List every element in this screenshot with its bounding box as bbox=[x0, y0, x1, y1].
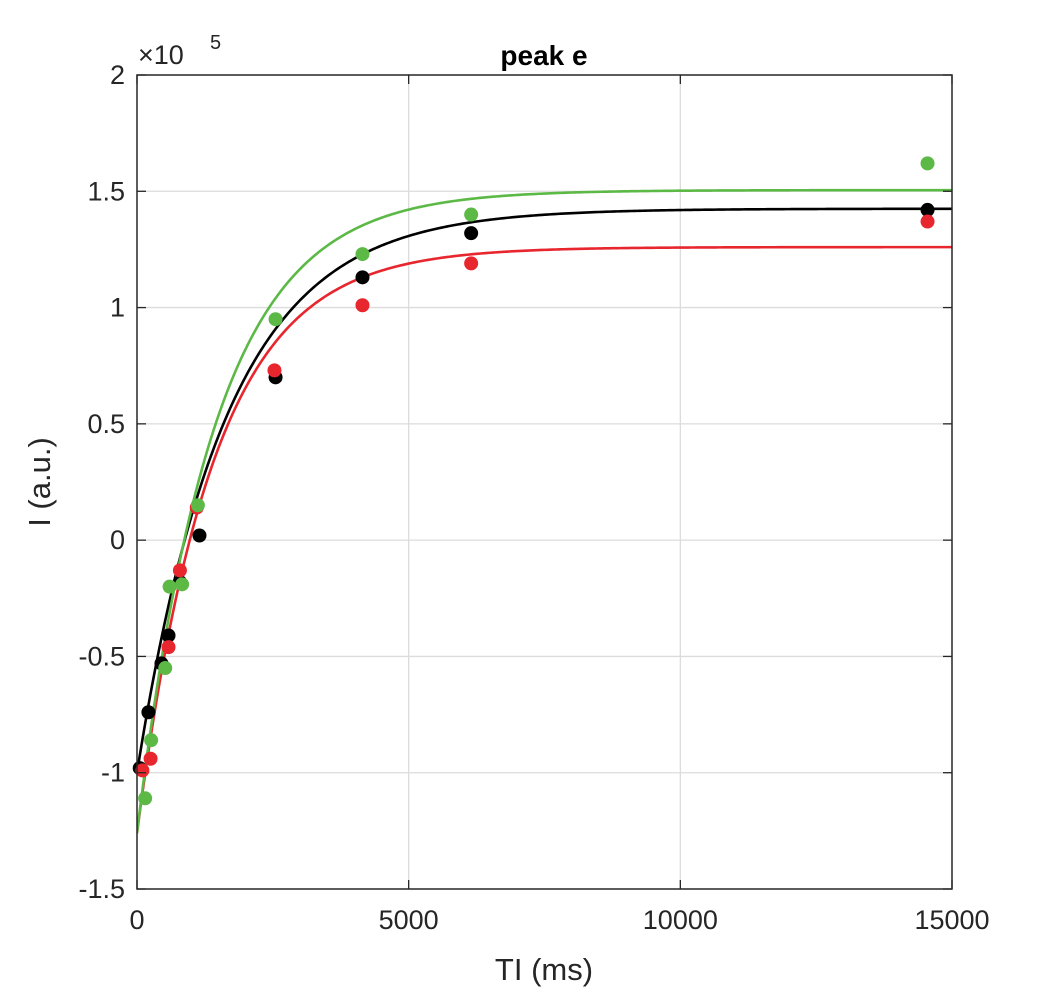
axis-ticks bbox=[136, 74, 953, 890]
data-point-red bbox=[143, 751, 158, 766]
x-tick-label: 15000 bbox=[914, 905, 989, 935]
x-tick-label: 5000 bbox=[379, 905, 439, 935]
data-point-green bbox=[355, 247, 370, 262]
data-point-red bbox=[135, 763, 150, 778]
fit-curve-red bbox=[137, 245, 952, 834]
y-exponent-power: 5 bbox=[210, 32, 221, 54]
data-point-red bbox=[920, 214, 935, 229]
data-point-red bbox=[172, 563, 187, 578]
fit-curve-green bbox=[137, 188, 952, 834]
data-point-green bbox=[162, 579, 177, 594]
data-point-red bbox=[355, 298, 370, 313]
y-exponent-base: ×10 bbox=[138, 40, 184, 70]
data-point-black bbox=[355, 270, 370, 285]
y-tick-label: 0.5 bbox=[87, 409, 125, 439]
y-tick-labels: -1.5 -1 -0.5 0 0.5 1 1.5 2 bbox=[78, 60, 125, 904]
y-tick-label: 0 bbox=[110, 525, 125, 555]
data-point-black bbox=[920, 202, 935, 217]
y-tick-label: -0.5 bbox=[78, 641, 125, 671]
data-point-red bbox=[464, 256, 479, 271]
x-tick-label: 10000 bbox=[643, 905, 718, 935]
data-point-green bbox=[464, 207, 479, 222]
plot-area bbox=[137, 75, 952, 889]
y-tick-label: -1 bbox=[101, 758, 125, 788]
fit-curves bbox=[137, 188, 952, 834]
x-tick-label: 0 bbox=[129, 905, 144, 935]
data-point-black bbox=[141, 705, 156, 720]
data-point-green bbox=[268, 312, 283, 327]
data-point-green bbox=[190, 498, 205, 513]
y-tick-label: 2 bbox=[110, 60, 125, 90]
data-point-black bbox=[161, 628, 176, 643]
data-point-green bbox=[175, 577, 190, 592]
x-axis-title: TI (ms) bbox=[495, 952, 593, 987]
data-point-black bbox=[192, 528, 207, 543]
data-point-red bbox=[267, 363, 282, 378]
data-point-green bbox=[138, 791, 153, 806]
y-axis-title: I (a.u.) bbox=[22, 437, 57, 527]
y-tick-label: -1.5 bbox=[78, 874, 125, 904]
y-tick-label: 1.5 bbox=[87, 176, 125, 206]
data-point-green bbox=[158, 661, 173, 676]
data-point-green bbox=[144, 733, 159, 748]
data-points bbox=[132, 156, 935, 806]
x-tick-labels: 0 5000 10000 15000 bbox=[129, 905, 989, 935]
y-tick-label: 1 bbox=[110, 293, 125, 323]
data-point-black bbox=[464, 226, 479, 241]
data-point-red bbox=[161, 640, 176, 655]
axes-box bbox=[136, 74, 953, 890]
data-point-green bbox=[920, 156, 935, 171]
fit-curve-black bbox=[137, 207, 952, 773]
chart-title: peak e bbox=[500, 40, 587, 71]
